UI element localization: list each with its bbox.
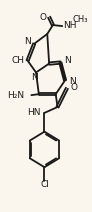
Text: NH: NH <box>63 21 77 30</box>
Text: N: N <box>64 56 71 65</box>
Text: CH₃: CH₃ <box>72 15 88 24</box>
Text: CH: CH <box>12 56 25 65</box>
Text: O: O <box>71 83 78 92</box>
Text: N: N <box>69 77 76 86</box>
Text: H₂N: H₂N <box>7 91 24 100</box>
Text: HN: HN <box>27 108 41 117</box>
Text: O: O <box>39 13 46 22</box>
Text: Cl: Cl <box>41 180 50 190</box>
Text: N: N <box>25 37 31 46</box>
Text: N: N <box>31 73 38 82</box>
